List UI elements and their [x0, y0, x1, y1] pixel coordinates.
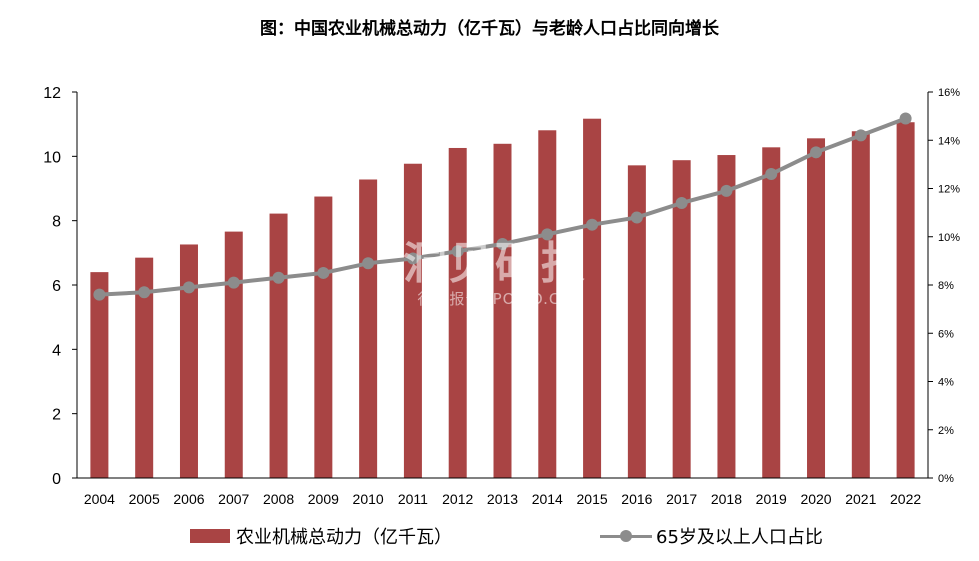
bar-2009 [314, 196, 333, 478]
line-point-2015 [586, 218, 599, 231]
x-tick-label: 2018 [711, 491, 742, 507]
bar-2016 [627, 165, 646, 478]
x-tick-label: 2022 [890, 491, 921, 507]
bar-2015 [583, 118, 602, 478]
left-tick-label: 12 [43, 85, 61, 102]
chart-title: 图：中国农业机械总动力（亿千瓦）与老龄人口占比同向增长 [260, 19, 719, 39]
line-series [93, 112, 912, 301]
x-tick-label: 2014 [532, 491, 563, 507]
right-tick-label: 14% [938, 135, 960, 147]
right-tick-label: 10% [938, 232, 960, 244]
bar-2006 [179, 244, 198, 478]
line-point-2016 [630, 211, 643, 224]
legend-bar-label: 农业机械总动力（亿千瓦） [236, 527, 452, 548]
x-tick-label: 2013 [487, 491, 518, 507]
x-tick-label: 2012 [442, 491, 473, 507]
right-tick-label: 2% [938, 425, 954, 437]
legend-line-swatch [600, 529, 652, 543]
bar-2018 [717, 155, 736, 478]
left-axis-ticks: 0 2 4 6 8 10 12 [43, 85, 77, 488]
bar-2017 [672, 160, 691, 478]
right-tick-label: 4% [938, 377, 954, 389]
bar-2021 [851, 131, 870, 478]
line-point-2022 [899, 112, 912, 125]
left-tick-label: 8 [52, 214, 61, 231]
legend-line-label: 65岁及以上人口占比 [656, 527, 823, 548]
left-tick-label: 2 [52, 407, 61, 424]
bar-2010 [359, 179, 378, 478]
right-tick-label: 0% [938, 473, 954, 485]
left-tick-label: 4 [52, 342, 61, 359]
bar-2007 [224, 231, 243, 478]
x-tick-label: 2016 [621, 491, 652, 507]
line-point-2021 [854, 129, 867, 142]
x-tick-label: 2011 [398, 491, 428, 507]
right-tick-label: 6% [938, 328, 954, 340]
x-tick-label: 2010 [353, 491, 384, 507]
bar-2022 [896, 122, 915, 478]
line-point-2005 [138, 286, 151, 299]
bar-2019 [762, 147, 781, 478]
bar-2008 [269, 213, 288, 478]
bar-series [90, 118, 915, 479]
bar-2004 [90, 272, 109, 478]
bar-2011 [403, 163, 422, 478]
right-tick-label: 12% [938, 184, 960, 196]
x-tick-label: 2015 [577, 491, 608, 507]
line-point-2009 [317, 266, 330, 279]
left-tick-label: 10 [43, 149, 61, 166]
line-point-2014 [541, 228, 554, 241]
x-tick-label: 2007 [218, 491, 249, 507]
x-tick-label: 2020 [800, 491, 831, 507]
line-point-2006 [182, 281, 195, 294]
left-tick-label: 6 [52, 278, 61, 295]
bar-2005 [135, 257, 154, 478]
line-point-2004 [93, 288, 106, 301]
legend-item-line: 65岁及以上人口占比 [600, 523, 823, 549]
x-tick-label: 2006 [173, 491, 204, 507]
x-tick-label: 2019 [756, 491, 787, 507]
line-point-2008 [272, 271, 285, 284]
right-tick-label: 8% [938, 280, 954, 292]
bar-2020 [807, 138, 826, 478]
line-point-2019 [765, 168, 778, 181]
bar-2012 [448, 147, 467, 478]
legend-bar-swatch [190, 529, 230, 543]
line-point-2007 [227, 276, 240, 289]
line-point-2017 [675, 196, 688, 209]
x-tick-label: 2021 [845, 491, 876, 507]
bar-2014 [538, 130, 557, 479]
x-axis-ticks: 2004 2005 2006 2007 2008 2009 2010 2011 2012 2013… [84, 491, 922, 507]
x-tick-label: 2004 [84, 491, 115, 507]
right-axis-ticks: 0% 2% 4% 6% 8% 10% 12% 14% 16% [928, 87, 960, 485]
x-tick-label: 2008 [263, 491, 294, 507]
x-tick-label: 2017 [666, 491, 697, 507]
x-tick-label: 2009 [308, 491, 339, 507]
x-tick-label: 2005 [129, 491, 160, 507]
line-point-2018 [720, 184, 733, 197]
line-point-2010 [362, 257, 375, 270]
left-tick-label: 0 [52, 471, 61, 488]
line-point-2012 [451, 245, 464, 258]
line-point-2011 [406, 252, 419, 265]
line-point-2013 [496, 237, 509, 250]
right-tick-label: 16% [938, 87, 960, 99]
legend-item-bar: 农业机械总动力（亿千瓦） [190, 523, 452, 549]
line-point-2020 [810, 146, 823, 159]
bar-2013 [493, 143, 512, 478]
